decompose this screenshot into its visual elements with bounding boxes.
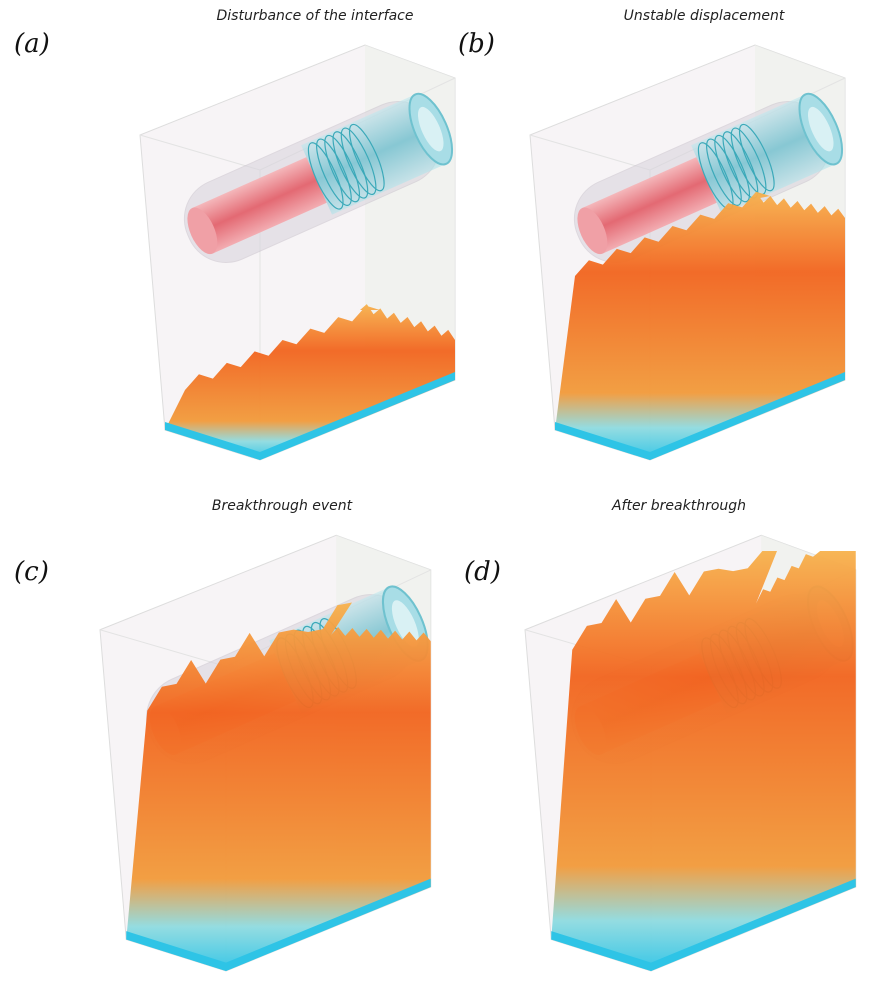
panel: (a) Disturbance of the interface	[14, 8, 462, 460]
panel-title: After breakthrough	[611, 498, 746, 514]
panel-label: (b)	[458, 29, 495, 59]
panel-label: (d)	[464, 557, 501, 587]
panel-title: Breakthrough event	[212, 498, 353, 514]
panel: (b) Unstable displacement	[458, 8, 852, 460]
figure: (a) Disturbance of the interface (b) Unstab…	[0, 0, 870, 997]
panel-label: (a)	[14, 29, 50, 59]
panel: (c) Breakthrough event	[14, 498, 439, 971]
panel: (d) After breakthrough	[464, 498, 864, 971]
panel-title: Disturbance of the interface	[217, 8, 414, 24]
panel-title: Unstable displacement	[624, 8, 785, 24]
panels: (a) Disturbance of the interface (b) Unstab…	[14, 8, 864, 971]
panel-label: (c)	[14, 557, 49, 587]
